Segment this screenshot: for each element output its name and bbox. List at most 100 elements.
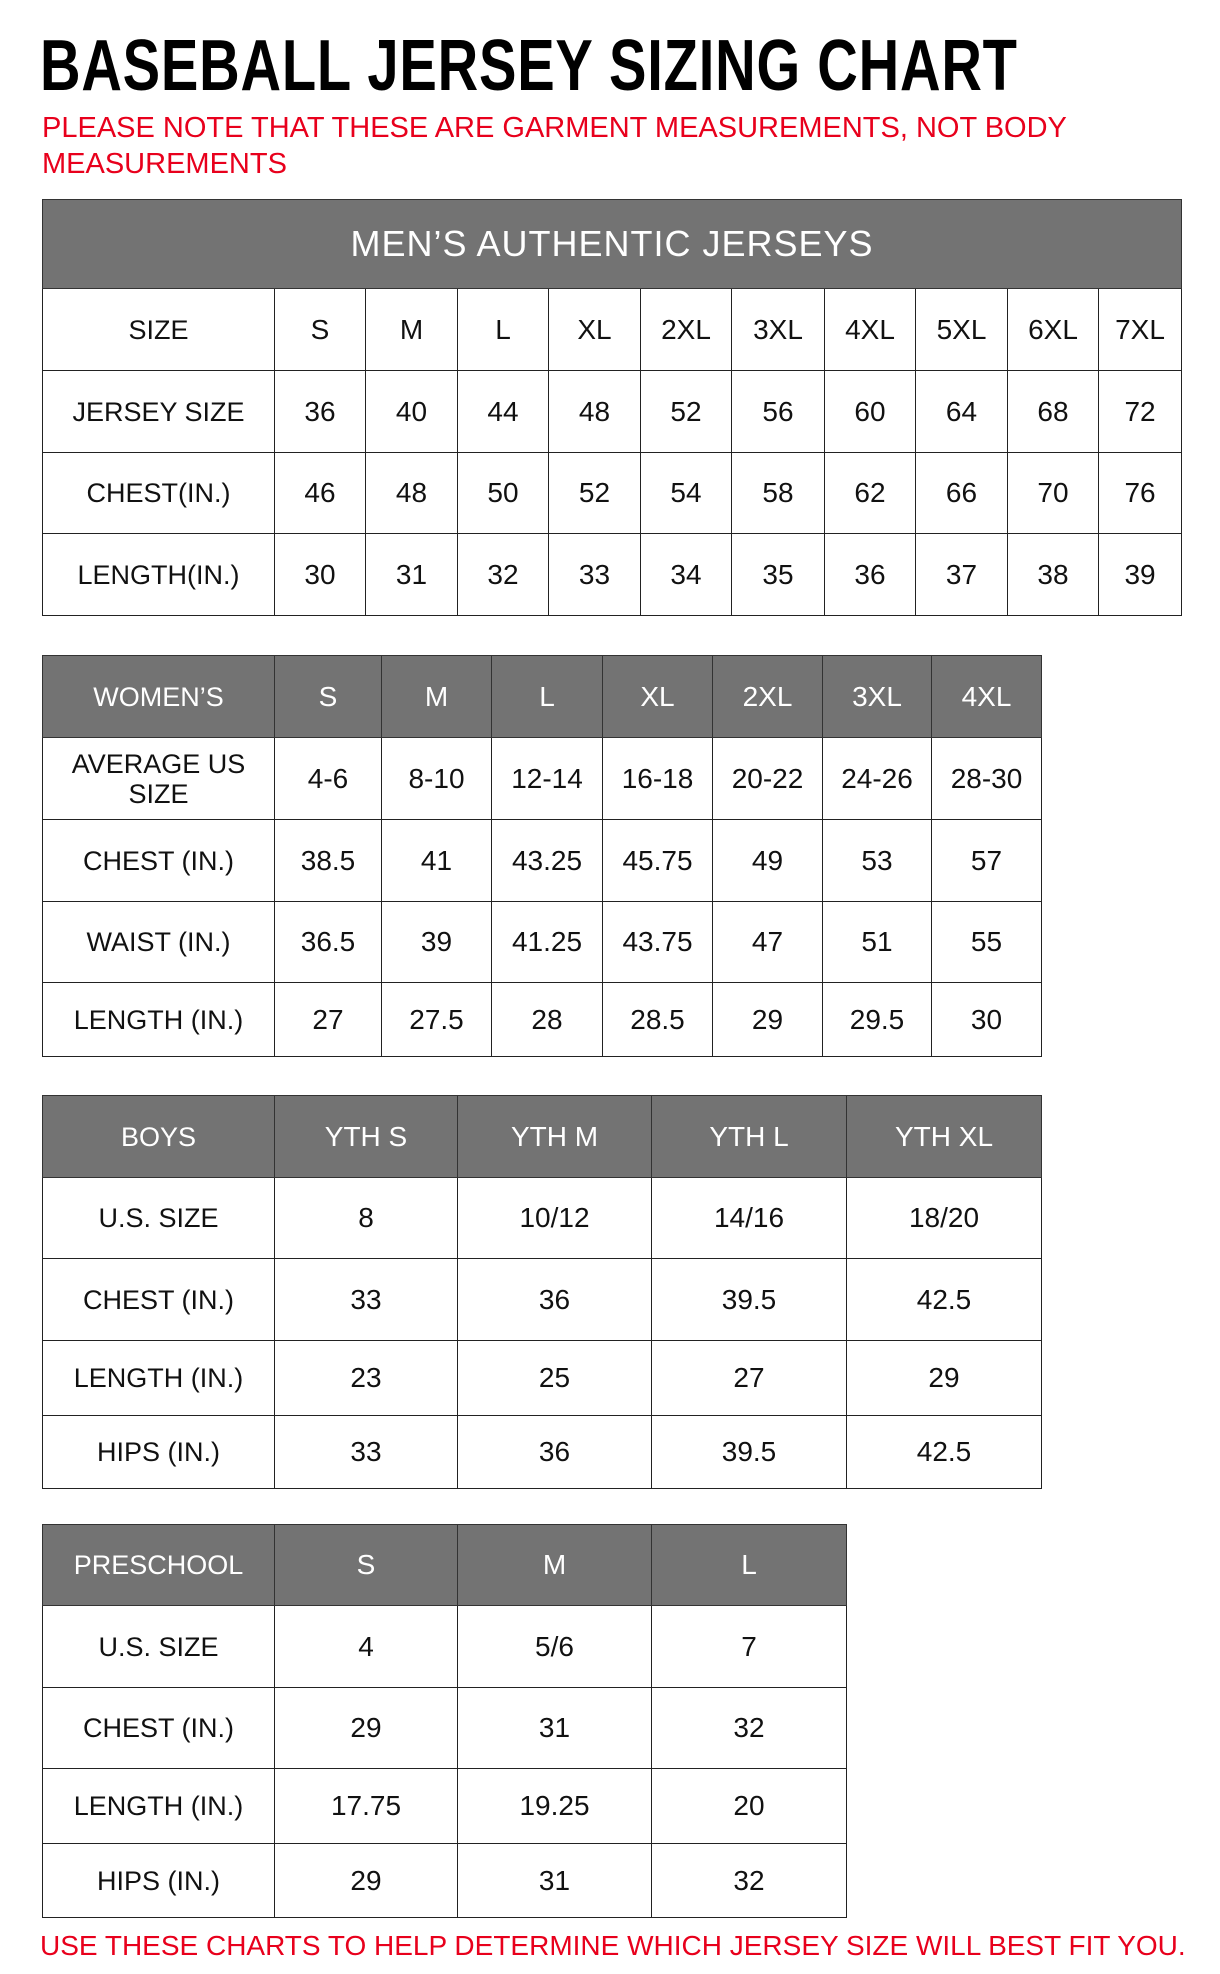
- footer-note: USE THESE CHARTS TO HELP DETERMINE WHICH…: [40, 1930, 1186, 1961]
- value-cell: 16-18: [602, 737, 713, 820]
- header-row: BOYS YTH S YTH M YTH L YTH XL: [42, 1095, 1042, 1178]
- value-cell: 53: [822, 819, 932, 902]
- value-cell: 4-6: [274, 737, 382, 820]
- value-cell: 57: [931, 819, 1042, 902]
- value-cell: 39: [381, 901, 492, 983]
- womens-size-table: WOMEN’S S M L XL 2XL 3XL 4XL AVERAGE US SIZE 4-6 8…: [42, 655, 1042, 1057]
- value-cell: 27: [651, 1340, 847, 1416]
- value-cell: 60: [824, 370, 916, 453]
- value-cell: 4: [274, 1605, 458, 1688]
- size-header-cell: 4XL: [931, 655, 1042, 738]
- measurement-label: U.S. SIZE: [42, 1605, 275, 1688]
- value-cell: 52: [548, 452, 641, 534]
- size-header-cell: L: [457, 288, 549, 371]
- size-header-cell: XL: [548, 288, 641, 371]
- table-row: LENGTH (IN.) 17.75 19.25 20: [42, 1768, 847, 1844]
- measurement-label: CHEST(IN.): [42, 452, 275, 534]
- size-header-cell: L: [491, 655, 603, 738]
- size-header-cell: YTH S: [274, 1095, 458, 1178]
- value-cell: 54: [640, 452, 732, 534]
- value-cell: 27: [274, 982, 382, 1057]
- value-cell: 10/12: [457, 1177, 652, 1259]
- size-header-cell: M: [457, 1524, 652, 1606]
- measurement-label: U.S. SIZE: [42, 1177, 275, 1259]
- value-cell: 31: [457, 1843, 652, 1918]
- value-cell: 76: [1097, 452, 1183, 534]
- table-row: LENGTH (IN.) 27 27.5 28 28.5 29 29.5 30: [42, 982, 1042, 1057]
- table-row: JERSEY SIZE 36 40 44 48 52 56 60 64 68 72: [42, 370, 1183, 453]
- table-row: CHEST(IN.) 46 48 50 52 54 58 62 66 70 76: [42, 452, 1183, 534]
- measurement-label: CHEST (IN.): [42, 1258, 275, 1341]
- value-cell: 33: [274, 1415, 458, 1489]
- value-cell: 49: [712, 819, 823, 902]
- value-cell: 38: [1007, 533, 1099, 616]
- table-row: AVERAGE US SIZE 4-6 8-10 12-14 16-18 20-22 24-…: [42, 737, 1042, 820]
- value-cell: 35: [731, 533, 825, 616]
- value-cell: 23: [274, 1340, 458, 1416]
- table-row: U.S. SIZE 4 5/6 7: [42, 1605, 847, 1688]
- value-cell: 29: [274, 1687, 458, 1769]
- value-cell: 42.5: [846, 1258, 1042, 1341]
- value-cell: 72: [1097, 370, 1183, 453]
- measurement-label: HIPS (IN.): [42, 1843, 275, 1918]
- value-cell: 52: [640, 370, 732, 453]
- value-cell: 19.25: [457, 1768, 652, 1844]
- size-header-cell: 2XL: [712, 655, 823, 738]
- measurement-label: LENGTH (IN.): [42, 982, 275, 1057]
- value-cell: 42.5: [846, 1415, 1042, 1489]
- value-cell: 18/20: [846, 1177, 1042, 1259]
- mens-size-table: MEN’S AUTHENTIC JERSEYS SIZE S M L XL 2XL 3XL 4X…: [41, 199, 1183, 616]
- value-cell: 39.5: [651, 1415, 847, 1489]
- value-cell: 29: [712, 982, 823, 1057]
- row-header-label: BOYS: [42, 1095, 275, 1178]
- size-header-cell: YTH M: [457, 1095, 652, 1178]
- table-row: CHEST (IN.) 29 31 32: [42, 1687, 847, 1769]
- row-header-label: WOMEN’S: [42, 655, 275, 738]
- value-cell: 50: [457, 452, 549, 534]
- row-header-label: SIZE: [42, 288, 275, 371]
- value-cell: 29: [274, 1843, 458, 1918]
- value-cell: 40: [365, 370, 458, 453]
- value-cell: 33: [548, 533, 641, 616]
- value-cell: 47: [712, 901, 823, 983]
- value-cell: 29: [846, 1340, 1042, 1416]
- size-header-cell: M: [381, 655, 492, 738]
- value-cell: 28.5: [602, 982, 713, 1057]
- size-header-cell: M: [365, 288, 458, 371]
- value-cell: 14/16: [651, 1177, 847, 1259]
- measurement-label: LENGTH (IN.): [42, 1768, 275, 1844]
- value-cell: 39: [1097, 533, 1183, 616]
- page-title: BASEBALL JERSEY SIZING CHART: [40, 26, 1018, 106]
- table-row: LENGTH(IN.) 30 31 32 33 34 35 36 37 38 39: [42, 533, 1183, 616]
- measurement-label: AVERAGE US SIZE: [42, 737, 275, 820]
- value-cell: 33: [274, 1258, 458, 1341]
- value-cell: 48: [365, 452, 458, 534]
- value-cell: 36: [457, 1415, 652, 1489]
- value-cell: 36: [274, 370, 366, 453]
- value-cell: 44: [457, 370, 549, 453]
- measurement-label: CHEST (IN.): [42, 1687, 275, 1769]
- measurement-label: HIPS (IN.): [42, 1415, 275, 1489]
- value-cell: 34: [640, 533, 732, 616]
- header-row: WOMEN’S S M L XL 2XL 3XL 4XL: [42, 655, 1042, 738]
- value-cell: 24-26: [822, 737, 932, 820]
- garment-note: PLEASE NOTE THAT THESE ARE GARMENT MEASU…: [42, 112, 1067, 180]
- size-header-cell: 4XL: [824, 288, 916, 371]
- measurement-label: LENGTH (IN.): [42, 1340, 275, 1416]
- value-cell: 5/6: [457, 1605, 652, 1688]
- value-cell: 31: [457, 1687, 652, 1769]
- size-header-cell: 6XL: [1007, 288, 1099, 371]
- value-cell: 46: [274, 452, 366, 534]
- value-cell: 36.5: [274, 901, 382, 983]
- table-row: U.S. SIZE 8 10/12 14/16 18/20: [42, 1177, 1042, 1259]
- value-cell: 70: [1007, 452, 1099, 534]
- header-row: PRESCHOOL S M L: [42, 1524, 847, 1606]
- measurement-label: JERSEY SIZE: [42, 370, 275, 453]
- table-row: CHEST (IN.) 38.5 41 43.25 45.75 49 53 57: [42, 819, 1042, 902]
- value-cell: 66: [915, 452, 1008, 534]
- size-header-cell: XL: [602, 655, 713, 738]
- value-cell: 68: [1007, 370, 1099, 453]
- value-cell: 56: [731, 370, 825, 453]
- value-cell: 7: [651, 1605, 847, 1688]
- value-cell: 27.5: [381, 982, 492, 1057]
